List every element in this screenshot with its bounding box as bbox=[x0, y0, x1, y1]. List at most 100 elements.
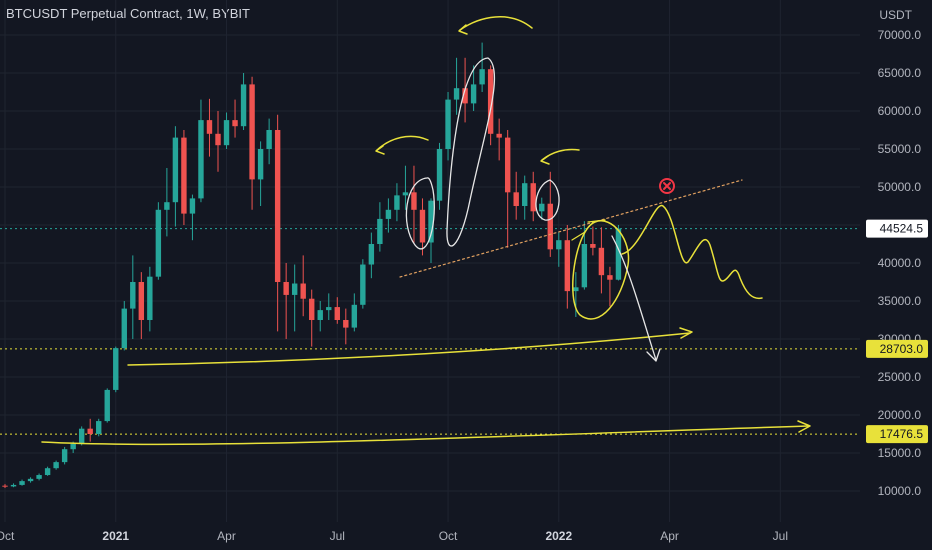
candle-body bbox=[522, 183, 528, 206]
candle-body bbox=[428, 200, 434, 243]
neckline-arrow-left bbox=[571, 231, 586, 241]
price-tick-label: 10000.0 bbox=[878, 484, 922, 498]
level-tag-label: 17476.5 bbox=[880, 427, 924, 441]
candle-body bbox=[547, 203, 553, 250]
candle-body bbox=[402, 192, 409, 196]
candle-body bbox=[436, 149, 443, 201]
price-tick-label: 35000.0 bbox=[878, 294, 922, 308]
candle-body bbox=[232, 120, 238, 127]
support-arrowhead-upper bbox=[679, 327, 693, 339]
price-tick-label: 40000.0 bbox=[878, 256, 922, 270]
candle-body bbox=[581, 244, 588, 288]
candle-body bbox=[189, 198, 196, 214]
price-tick-label: 50000.0 bbox=[878, 180, 922, 194]
horizontal-levels bbox=[0, 228, 860, 435]
time-tick-label: Oct bbox=[439, 529, 458, 543]
candle-body bbox=[87, 428, 93, 434]
candle-body bbox=[181, 137, 187, 214]
candle-body bbox=[317, 310, 323, 320]
price-tick-label: 25000.0 bbox=[878, 370, 922, 384]
candle-body bbox=[394, 195, 400, 210]
ellipse-right-shoulder bbox=[535, 179, 560, 221]
time-tick-label: Jul bbox=[773, 529, 788, 543]
candle-body bbox=[121, 308, 127, 349]
ellipse-head bbox=[446, 57, 496, 247]
candle-body bbox=[61, 449, 68, 463]
candle-body bbox=[155, 209, 162, 277]
chart-title: BTCUSDT Perpetual Contract, 1W, BYBIT bbox=[6, 6, 250, 21]
candle-body bbox=[326, 307, 332, 311]
candle-body bbox=[615, 228, 622, 280]
candle-body bbox=[309, 298, 315, 320]
ellipse-left-shoulder bbox=[405, 177, 435, 250]
candle-body bbox=[377, 218, 383, 244]
price-tick-label: 55000.0 bbox=[878, 142, 922, 156]
cross-mark bbox=[663, 182, 671, 190]
level-tag-bg bbox=[866, 339, 928, 358]
candle-body bbox=[573, 287, 579, 292]
candle-body bbox=[249, 84, 255, 180]
breakdown-arrowhead bbox=[646, 348, 661, 362]
candle-body bbox=[343, 320, 349, 328]
curve-arrow-right-head bbox=[540, 155, 550, 165]
breakdown-arrow bbox=[611, 235, 657, 361]
time-tick-label: 2021 bbox=[102, 529, 129, 543]
invalidation-marker bbox=[659, 178, 675, 194]
candle-body bbox=[590, 244, 596, 248]
candle-body bbox=[385, 209, 392, 219]
level-tag-label: 28703.0 bbox=[880, 342, 924, 356]
candles bbox=[2, 42, 622, 488]
candle-body bbox=[240, 84, 247, 127]
candle-body bbox=[198, 120, 204, 199]
curve-arrow-right bbox=[541, 148, 580, 161]
candle-body bbox=[2, 485, 8, 487]
curve-arrow-left-head bbox=[375, 145, 385, 155]
candle-body bbox=[27, 478, 34, 482]
candle-body bbox=[147, 276, 153, 320]
candle-body bbox=[10, 484, 17, 487]
candle-body bbox=[257, 149, 264, 180]
candle-body bbox=[164, 202, 170, 210]
candle-body bbox=[36, 475, 42, 479]
candle-body bbox=[78, 428, 85, 444]
time-tick-label: Jul bbox=[330, 529, 345, 543]
candle-body bbox=[19, 481, 25, 485]
candle-body bbox=[53, 462, 59, 469]
candle-body bbox=[266, 130, 272, 149]
candle-body bbox=[70, 443, 76, 450]
current-price-tag-label: 44524.5 bbox=[880, 222, 924, 236]
projection-path bbox=[621, 205, 763, 300]
candle-body bbox=[598, 247, 605, 276]
annotations bbox=[41, 16, 811, 446]
support-arrowhead-lower bbox=[797, 420, 811, 433]
candle-body bbox=[419, 209, 426, 243]
price-tick-label: 20000.0 bbox=[878, 408, 922, 422]
candle-body bbox=[223, 120, 230, 146]
candle-body bbox=[215, 133, 221, 146]
candle-body bbox=[504, 137, 511, 193]
candle-body bbox=[104, 389, 110, 422]
candle-body bbox=[138, 282, 145, 320]
price-tick-label: 70000.0 bbox=[878, 28, 922, 42]
time-tick-label: 2022 bbox=[545, 529, 572, 543]
candle-body bbox=[411, 192, 417, 210]
candle-body bbox=[539, 203, 545, 212]
candle-body bbox=[368, 244, 375, 265]
candle-body bbox=[470, 84, 477, 104]
candle-body bbox=[113, 348, 119, 390]
candle-body bbox=[445, 99, 451, 149]
price-tick-label: 65000.0 bbox=[878, 66, 922, 80]
time-axis[interactable]: Oct 2021 Apr Jul Oct 2022 Apr Jul bbox=[0, 529, 788, 543]
curve-arrow-top bbox=[459, 16, 533, 31]
time-tick-label: Apr bbox=[660, 529, 679, 543]
time-tick-label: Apr bbox=[217, 529, 236, 543]
price-tick-label: 15000.0 bbox=[878, 446, 922, 460]
candle-body bbox=[291, 283, 298, 295]
candle-body bbox=[360, 264, 366, 305]
support-curve-upper bbox=[127, 332, 691, 366]
candle-body bbox=[351, 304, 358, 328]
candle-body bbox=[496, 133, 502, 138]
candle-body bbox=[487, 69, 494, 134]
neckline-arrow-mid bbox=[587, 219, 606, 223]
